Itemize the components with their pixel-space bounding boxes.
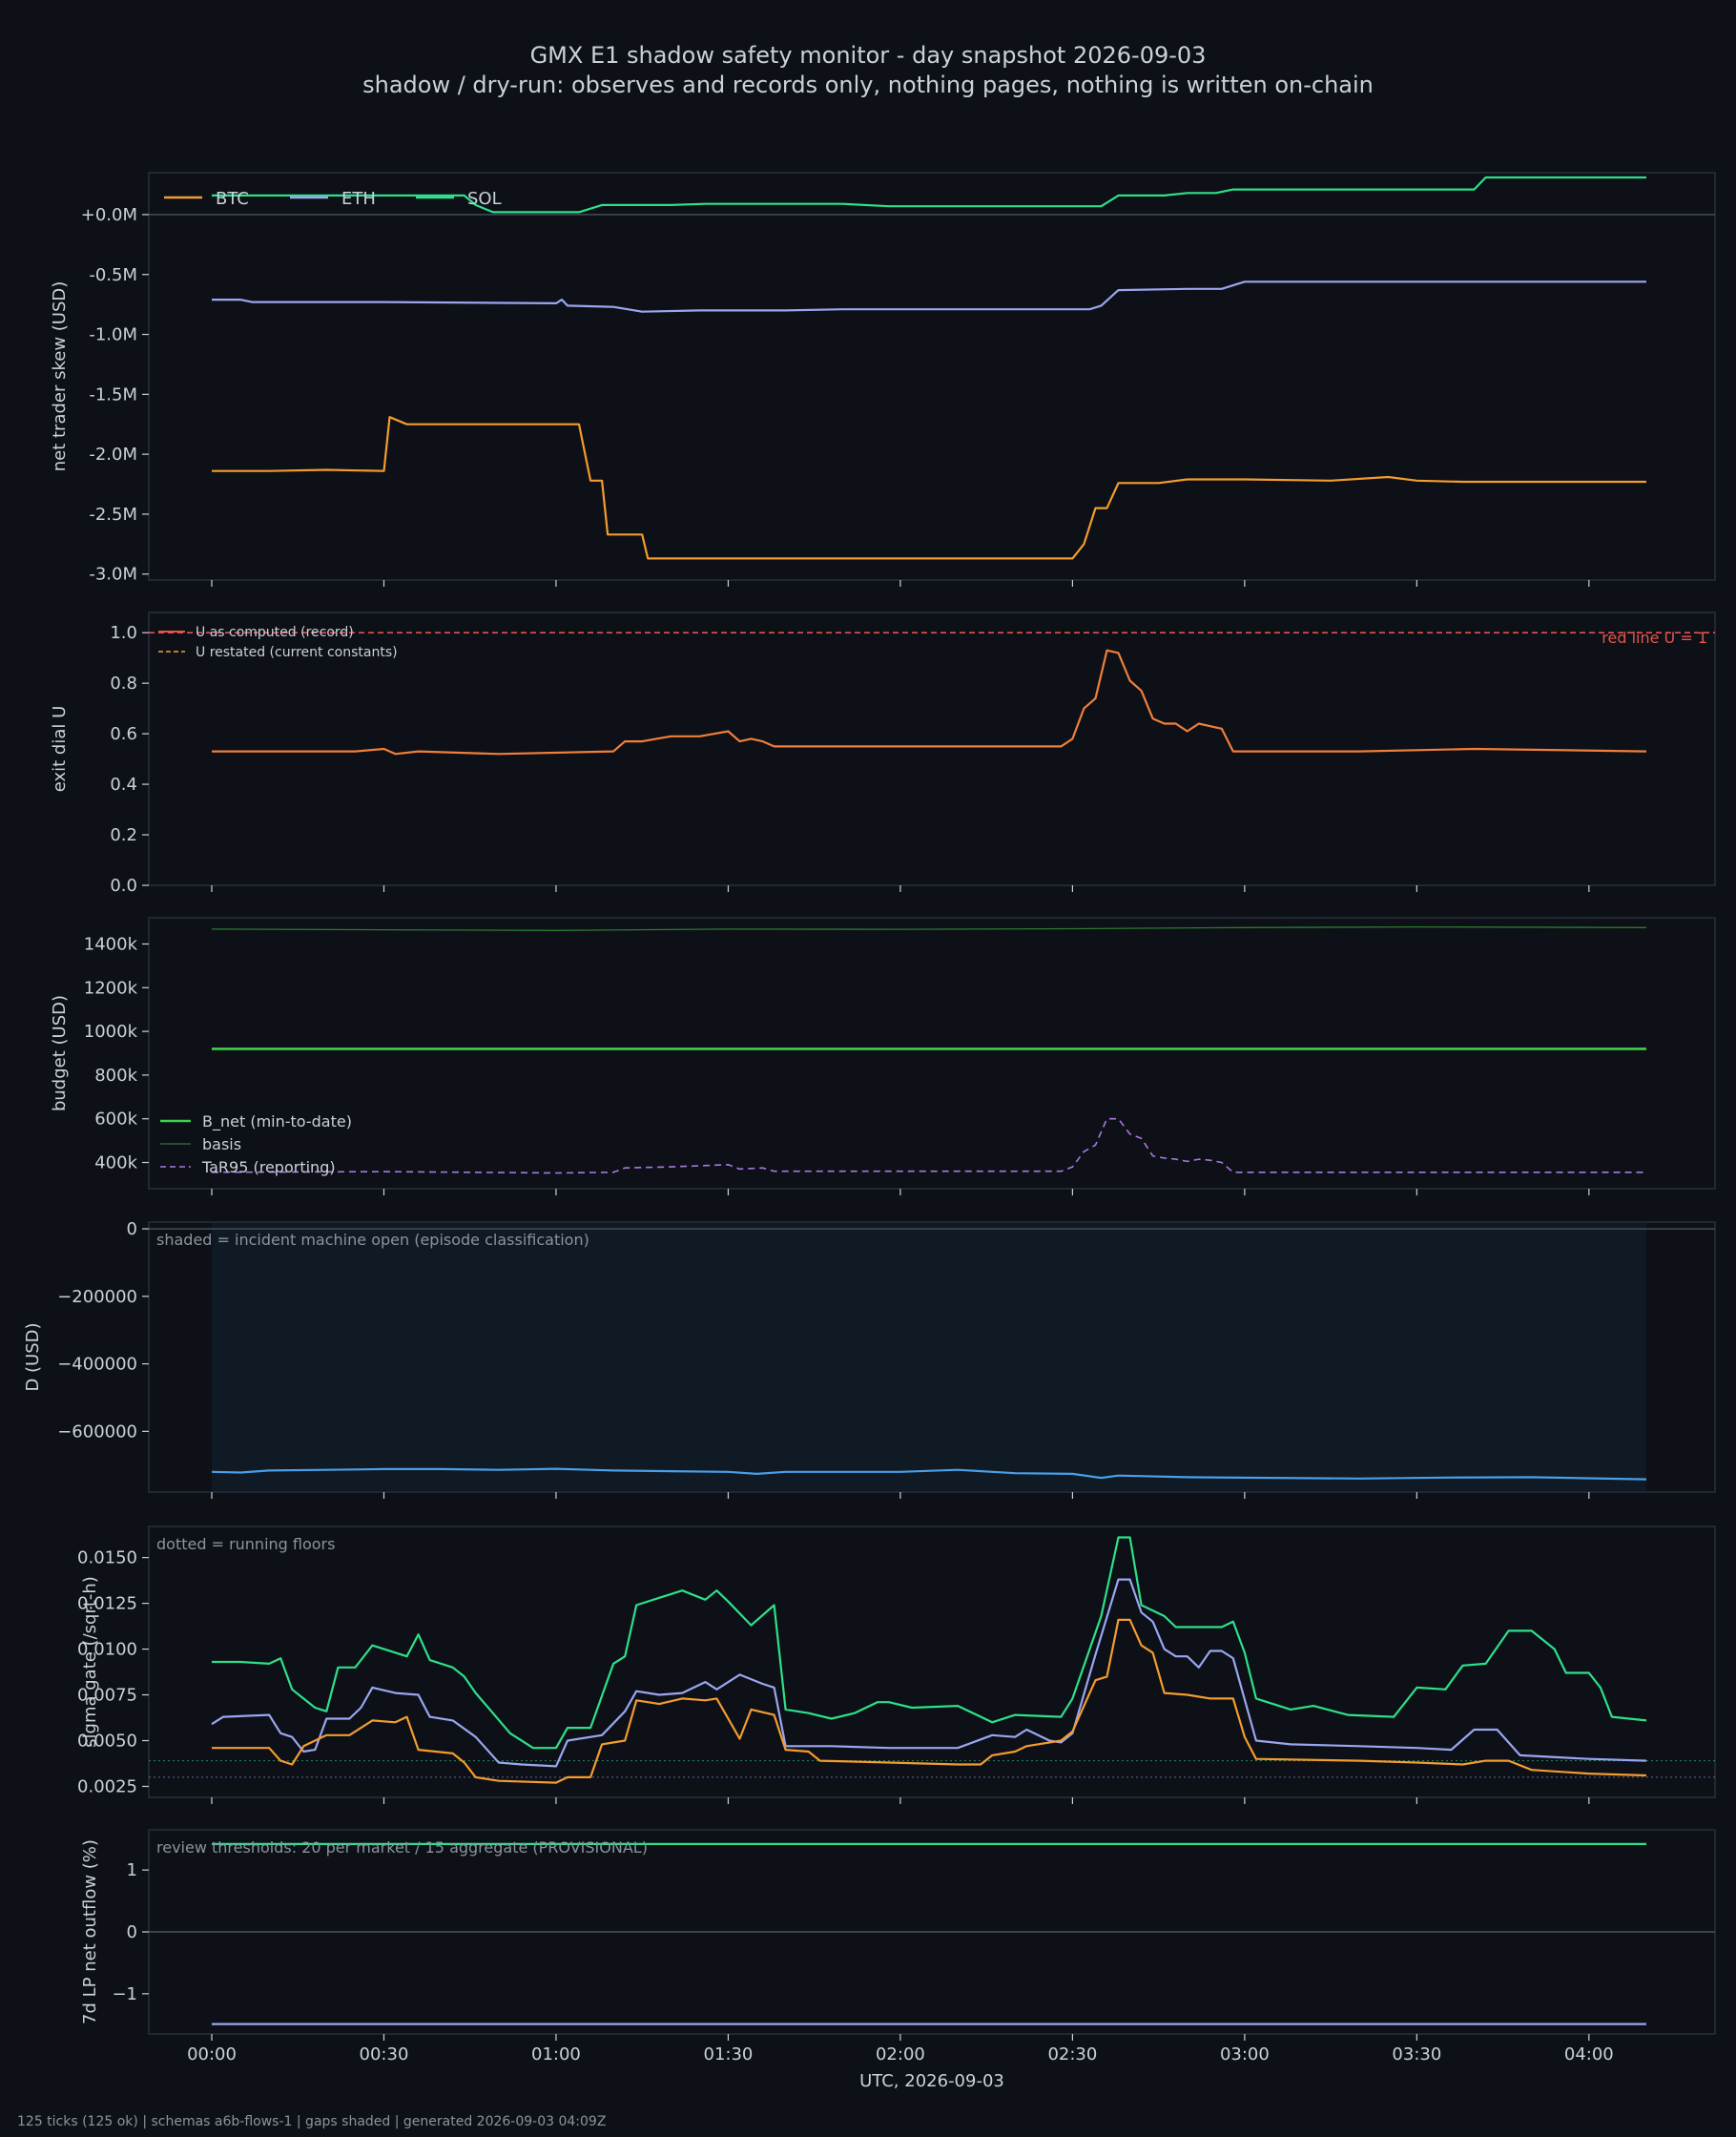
legend-label: TaR95 (reporting) bbox=[201, 1158, 336, 1176]
panel-sigma: 0.0025 0.0050 0.0075 0.0100 0.0125 0.0150 sigm… bbox=[77, 1525, 1716, 1804]
incident-shaded-region bbox=[212, 1223, 1646, 1491]
y-tick-label: 0.0150 bbox=[77, 1548, 137, 1568]
panel-annotation: dotted = running floors bbox=[156, 1535, 335, 1553]
y-tick-label: −1 bbox=[112, 1984, 137, 2004]
y-tick-label: 1400k bbox=[84, 934, 138, 954]
y-tick-label: 400k bbox=[94, 1153, 137, 1173]
legend-label: U restated (current constants) bbox=[196, 645, 398, 660]
y-tick-label: 0.0125 bbox=[77, 1594, 137, 1614]
y-tick-label: −200000 bbox=[57, 1287, 137, 1307]
y-tick-label: -2.0M bbox=[89, 445, 137, 465]
x-tick-label: 03:00 bbox=[1220, 2044, 1270, 2064]
series-line-tar95-reporting- bbox=[211, 1117, 1646, 1174]
y-tick-label: 1.0 bbox=[110, 623, 137, 643]
x-tick-label: 02:00 bbox=[876, 2044, 925, 2064]
y-tick-label: 0 bbox=[127, 1219, 137, 1239]
x-tick-label: 01:00 bbox=[531, 2044, 581, 2064]
y-tick-label: 1000k bbox=[84, 1022, 138, 1042]
footer-status: 125 ticks (125 ok) | schemas a6b-flows-1… bbox=[17, 2114, 606, 2129]
y-tick-label: 0 bbox=[127, 1922, 137, 1942]
panel-annotation: shaded = incident machine open (episode … bbox=[156, 1231, 589, 1249]
y-axis-label: sigma gate (/sqrt-h) bbox=[80, 1576, 100, 1748]
x-tick-label: 00:30 bbox=[360, 2044, 409, 2064]
y-axis-label: budget (USD) bbox=[50, 995, 70, 1111]
y-tick-label: 0.0075 bbox=[77, 1686, 137, 1706]
legend-label: ETH bbox=[341, 189, 376, 209]
series-line-sol bbox=[212, 176, 1646, 214]
panel-udial: red line U = 1 0.0 0.2 0.4 0.6 0.8 1.0 exit dia… bbox=[50, 612, 1716, 896]
legend-label: B_net (min-to-date) bbox=[202, 1112, 352, 1131]
y-tick-label: −400000 bbox=[57, 1355, 137, 1375]
y-tick-label: 0.4 bbox=[110, 775, 137, 795]
series-line-btc bbox=[212, 1618, 1647, 1784]
series-line-sol bbox=[212, 1536, 1647, 1750]
legend-label: SOL bbox=[467, 189, 502, 209]
y-axis-label: D (USD) bbox=[23, 1322, 43, 1391]
legend-label: U as computed (record) bbox=[196, 625, 354, 640]
y-tick-label: 1 bbox=[127, 1860, 137, 1880]
x-tick-label: 04:00 bbox=[1564, 2044, 1614, 2064]
series-line-d bbox=[211, 1467, 1647, 1481]
series-line-btc bbox=[212, 416, 1646, 560]
y-tick-label: -0.5M bbox=[89, 265, 137, 285]
x-tick-label: 02:30 bbox=[1047, 2044, 1097, 2064]
x-tick-label: 01:30 bbox=[704, 2044, 754, 2064]
y-axis-label: 7d LP net outflow (%) bbox=[80, 1839, 100, 2024]
figure-subtitle: shadow / dry-run: observes and records o… bbox=[362, 72, 1374, 98]
panel-frame bbox=[148, 172, 1716, 581]
panels: +0.0M -0.5M -1.0M -1.5M -2.0M -2.5M -3.0M net t… bbox=[23, 172, 1716, 2064]
y-tick-label: 0.2 bbox=[110, 825, 137, 845]
y-tick-label: 1200k bbox=[84, 978, 138, 998]
y-axis-label: exit dial U bbox=[50, 706, 70, 793]
panel-lpflow: 1 0 −1 7d LP net outflow (%) review threshol… bbox=[80, 1829, 1716, 2041]
y-tick-label: +0.0M bbox=[81, 205, 137, 225]
series-line-eth bbox=[211, 1578, 1647, 1768]
y-tick-label: 0.6 bbox=[110, 724, 137, 744]
x-tick-label: 00:00 bbox=[187, 2044, 237, 2064]
y-tick-label: 0.0100 bbox=[77, 1640, 137, 1660]
y-tick-label: -2.5M bbox=[89, 505, 137, 525]
series-line-eth bbox=[212, 280, 1646, 313]
y-tick-label: -3.0M bbox=[89, 565, 137, 585]
y-tick-label: -1.5M bbox=[89, 384, 137, 405]
y-tick-label: 0.8 bbox=[110, 674, 137, 694]
panel-annotation: review thresholds: 20 per market / 15 ag… bbox=[156, 1838, 648, 1857]
x-tick-label: 03:30 bbox=[1392, 2044, 1441, 2064]
y-tick-label: −600000 bbox=[57, 1421, 137, 1442]
x-axis-label: UTC, 2026-09-03 bbox=[859, 2071, 1004, 2091]
legend-label: BTC bbox=[216, 189, 249, 209]
y-tick-label: 800k bbox=[94, 1066, 137, 1086]
panel-skew: +0.0M -0.5M -1.0M -1.5M -2.0M -2.5M -3.0M net t… bbox=[50, 172, 1716, 587]
series-line-u-as-computed-record- bbox=[212, 649, 1647, 756]
red-line-label: red line U = 1 bbox=[1602, 629, 1707, 647]
series-line-basis bbox=[211, 925, 1647, 931]
y-tick-label: 600k bbox=[94, 1110, 137, 1130]
panel-frame bbox=[148, 917, 1716, 1190]
panel-frame bbox=[148, 1525, 1716, 1798]
y-tick-label: 0.0050 bbox=[77, 1732, 137, 1752]
y-tick-label: 0.0025 bbox=[77, 1776, 137, 1796]
y-tick-label: 0.0 bbox=[110, 876, 137, 896]
legend-label: basis bbox=[202, 1135, 241, 1153]
y-tick-label: -1.0M bbox=[89, 325, 137, 345]
figure-title: GMX E1 shadow safety monitor - day snaps… bbox=[530, 42, 1207, 69]
y-axis-label: net trader skew (USD) bbox=[50, 281, 70, 472]
panel-budget: 400k 600k 800k 1000k 1200k 1400k budget (USD) B… bbox=[50, 917, 1716, 1195]
panel-dusd: 0 −200000 −400000 −600000 D (USD) shaded = in… bbox=[23, 1219, 1716, 1499]
x-axis: 00:00 00:30 01:00 01:30 02:00 02:30 03:00 03:30… bbox=[187, 2044, 1614, 2064]
